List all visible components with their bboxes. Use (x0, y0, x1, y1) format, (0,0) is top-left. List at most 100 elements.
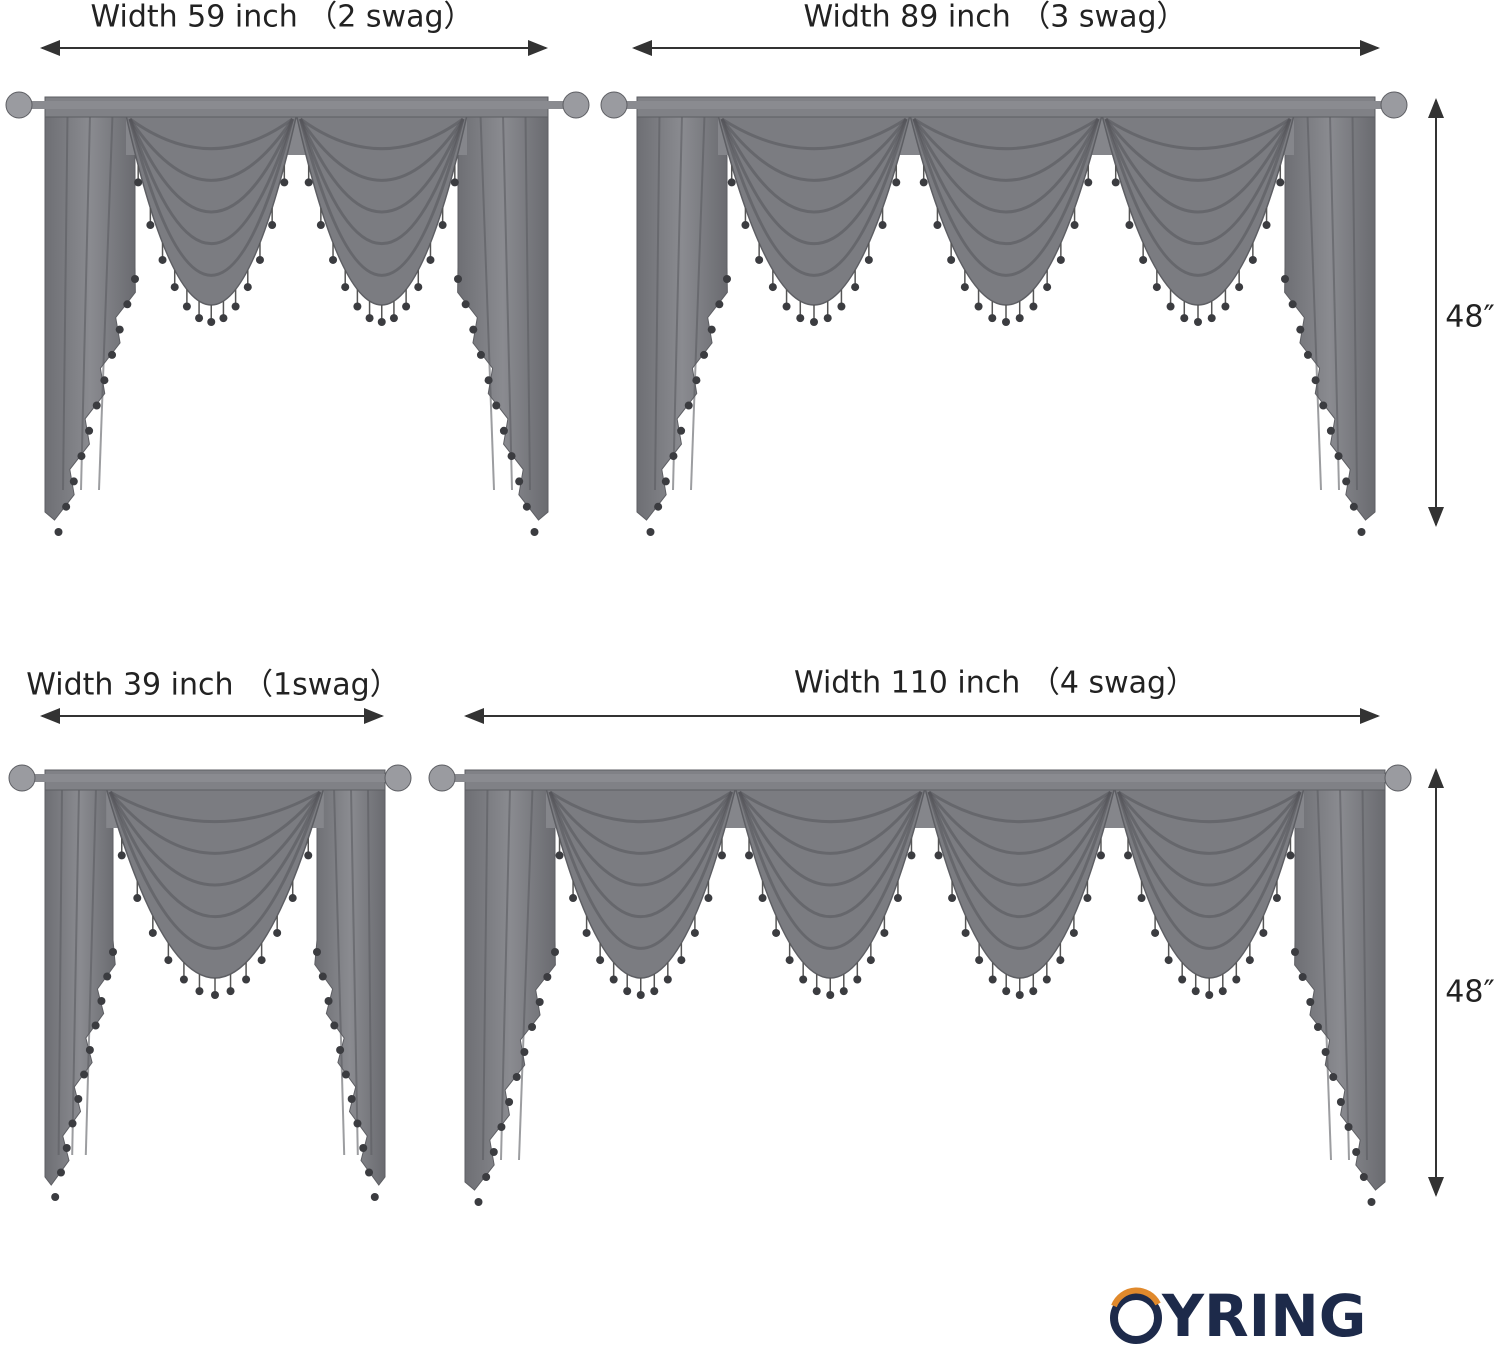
bead (280, 178, 289, 187)
bead (1272, 894, 1281, 903)
bead (1359, 1173, 1368, 1181)
bead (1124, 851, 1133, 860)
swag-fold (299, 117, 464, 151)
bead (1276, 178, 1285, 187)
bead (988, 314, 997, 323)
width-label: Width 89 inch （3 swag） (803, 0, 1186, 35)
bead (62, 1144, 71, 1152)
bead (115, 325, 124, 334)
fold (524, 114, 531, 491)
bead (700, 350, 709, 359)
curtain-rod (28, 774, 392, 782)
bead (1232, 975, 1241, 984)
bead (341, 1070, 350, 1079)
bead (100, 376, 109, 385)
bead (454, 275, 462, 283)
bead (823, 314, 832, 323)
fold (84, 787, 97, 1156)
bead (92, 401, 101, 410)
valance (5, 40, 590, 536)
bead (988, 975, 997, 984)
swag-fold (109, 791, 321, 855)
bead (438, 221, 447, 230)
bead (450, 178, 459, 187)
bead (636, 991, 645, 999)
bead (704, 894, 713, 903)
bead (1084, 178, 1093, 187)
bead (1191, 987, 1200, 996)
bead (336, 1046, 345, 1054)
bead (1245, 956, 1254, 965)
bead (257, 956, 266, 965)
bead (365, 1168, 374, 1177)
bead (1303, 350, 1312, 359)
bead (812, 987, 821, 996)
rod-finial (600, 91, 628, 119)
bead (1111, 178, 1120, 187)
swag-fold (128, 118, 294, 182)
bead (146, 221, 155, 230)
swag-fold (738, 790, 922, 824)
bead (796, 314, 805, 323)
bead (512, 1073, 521, 1081)
fold (1316, 787, 1332, 1161)
bead (919, 178, 928, 187)
bead (799, 975, 808, 984)
bead (947, 255, 956, 264)
bead (1207, 314, 1216, 323)
fold (1351, 114, 1358, 491)
bead (1002, 318, 1010, 326)
bead (1321, 1048, 1330, 1056)
swag-fold (738, 791, 923, 855)
bead (505, 1098, 514, 1106)
bead (1083, 894, 1092, 903)
bead (543, 973, 552, 981)
bead (535, 998, 544, 1006)
bead (715, 300, 724, 309)
bead (268, 221, 277, 230)
curtain-tail (1284, 114, 1376, 521)
bead (522, 502, 531, 511)
bead (1329, 1073, 1338, 1081)
swag-fold (1104, 118, 1292, 245)
bead (1344, 1123, 1353, 1131)
bead (623, 987, 632, 996)
swag-fold (1105, 117, 1291, 151)
fold (518, 787, 534, 1161)
logo-text: YRING (1161, 1282, 1366, 1350)
swag-fold (927, 791, 1112, 887)
bead (1334, 452, 1343, 461)
bead (77, 452, 86, 461)
valance (8, 708, 412, 1201)
fold (1329, 114, 1340, 491)
bead (492, 401, 501, 410)
bead (1043, 283, 1052, 292)
swag-fold (912, 118, 1100, 245)
bead (1056, 255, 1065, 264)
width-label: Width 110 inch （4 swag） (794, 666, 1196, 701)
bead (316, 221, 325, 230)
swag-fold (738, 791, 923, 887)
fold (367, 787, 373, 1156)
bead (211, 991, 219, 999)
bead (864, 255, 873, 264)
bead (1326, 426, 1335, 435)
bead (69, 477, 78, 486)
bead (103, 972, 112, 981)
curtain-rod (25, 101, 570, 109)
bead (1296, 325, 1305, 334)
bead (596, 956, 605, 965)
bead (677, 426, 686, 435)
bead (133, 894, 142, 903)
rod-finial (1380, 91, 1408, 119)
swag-fold (108, 791, 322, 950)
bead (56, 1168, 65, 1177)
swag-fold (720, 118, 908, 182)
bead (62, 502, 71, 511)
bead (170, 283, 179, 292)
bead (948, 894, 957, 903)
bead (1166, 302, 1175, 311)
fold (80, 114, 91, 491)
bead (243, 283, 252, 292)
bead (851, 283, 860, 292)
